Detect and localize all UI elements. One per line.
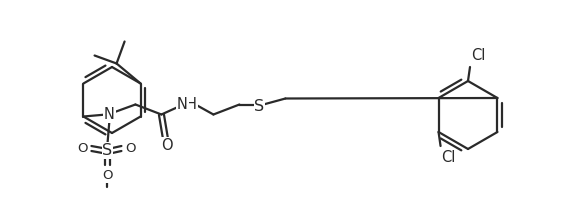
Text: S: S xyxy=(102,143,113,158)
Text: O: O xyxy=(77,142,88,155)
Text: N: N xyxy=(104,107,115,122)
Text: N: N xyxy=(177,97,188,112)
Text: O: O xyxy=(162,138,173,153)
Text: O: O xyxy=(102,169,113,182)
Text: Cl: Cl xyxy=(471,49,485,63)
Text: S: S xyxy=(254,99,264,114)
Text: H: H xyxy=(186,97,197,112)
Text: O: O xyxy=(125,142,136,155)
Text: Cl: Cl xyxy=(441,149,456,165)
